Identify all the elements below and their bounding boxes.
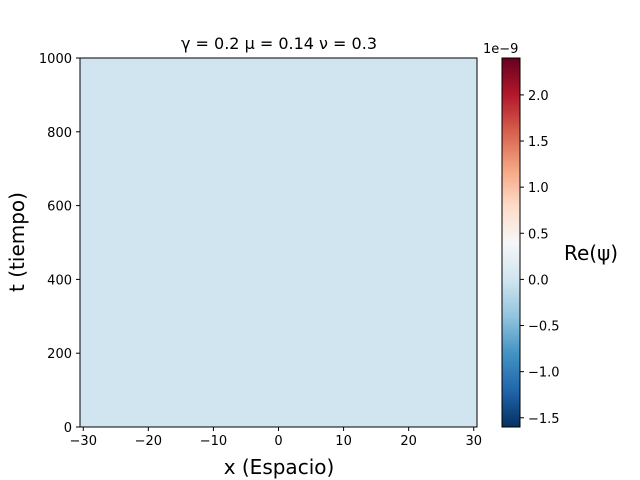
colorbar-tick-label: 0.5 xyxy=(528,227,549,242)
y-tick-label: 1000 xyxy=(39,52,72,67)
x-axis-label: x (Espacio) xyxy=(224,455,335,479)
x-tick-label: 0 xyxy=(274,434,282,449)
colorbar-tick-label: −1.5 xyxy=(528,412,560,427)
colorbar-tick-label: −0.5 xyxy=(528,320,560,335)
x-axis-ticks: −30 −20 −10 0 10 20 30 xyxy=(70,427,482,449)
colorbar-ticks: −1.5 −1.0 −0.5 0.0 0.5 1.0 1.5 2.0 xyxy=(520,89,560,427)
y-tick-label: 200 xyxy=(47,347,72,362)
y-axis-label: t (tiempo) xyxy=(5,192,29,292)
x-tick-label: 20 xyxy=(400,434,417,449)
y-tick-label: 400 xyxy=(47,273,72,288)
colorbar-offset-text: 1e−9 xyxy=(483,42,518,57)
colorbar-tick-label: 1.0 xyxy=(528,181,549,196)
x-tick-label: −10 xyxy=(200,434,227,449)
colorbar-tick-label: 1.5 xyxy=(528,135,549,150)
x-tick-label: 10 xyxy=(335,434,352,449)
x-tick-label: −20 xyxy=(135,434,162,449)
y-tick-label: 800 xyxy=(47,126,72,141)
y-tick-label: 0 xyxy=(64,421,72,436)
chart-title: γ = 0.2 μ = 0.14 ν = 0.3 xyxy=(181,34,377,53)
x-tick-label: 30 xyxy=(465,434,482,449)
y-tick-label: 600 xyxy=(47,200,72,215)
heatmap-field xyxy=(80,58,477,427)
y-axis-ticks: 0 200 400 600 800 1000 xyxy=(39,52,80,436)
colorbar-frame xyxy=(501,57,521,428)
colorbar-tick-label: 2.0 xyxy=(528,89,549,104)
x-tick-label: −30 xyxy=(70,434,97,449)
colorbar-tick-label: −1.0 xyxy=(528,366,560,381)
colorbar-gradient xyxy=(502,58,520,427)
colorbar-tick-label: 0.0 xyxy=(528,273,549,288)
colorbar-label: Re(ψ) xyxy=(564,241,618,265)
